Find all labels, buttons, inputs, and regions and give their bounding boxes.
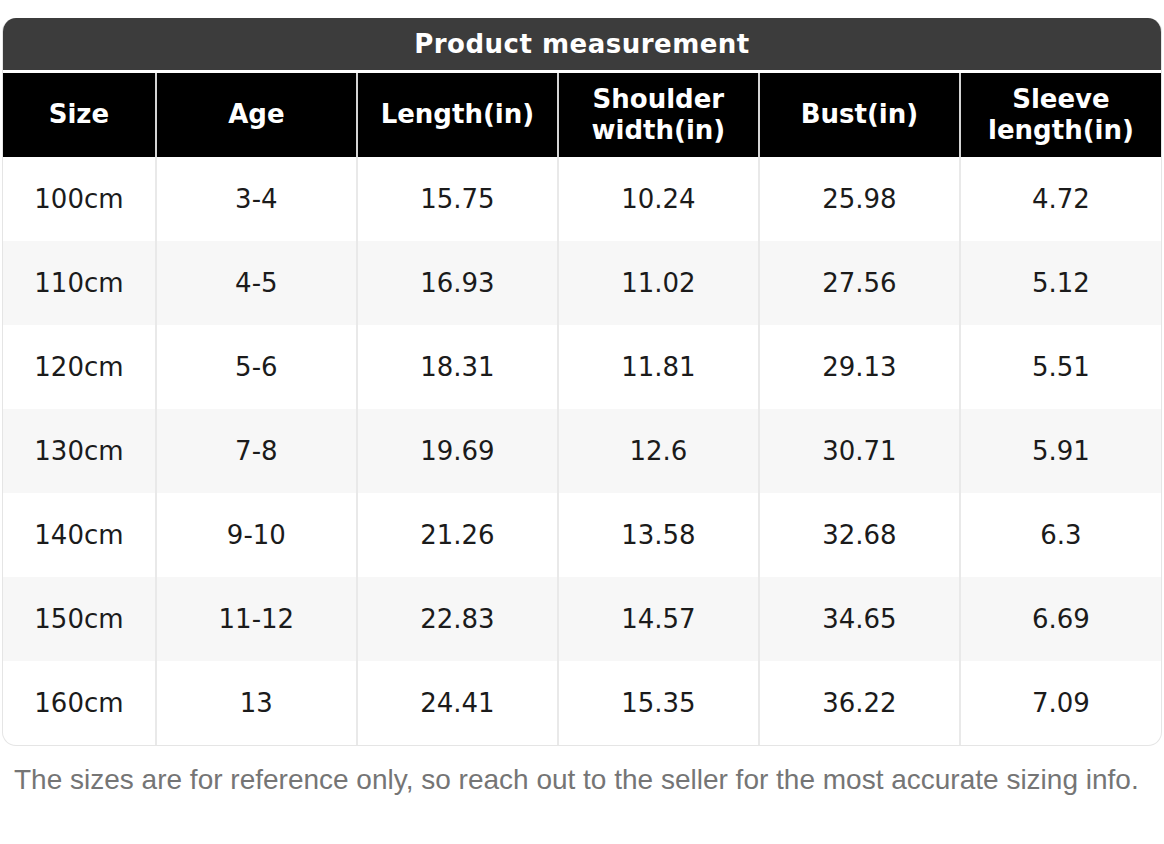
table-cell: 6.3	[960, 493, 1161, 577]
table-row: 100cm3-415.7510.2425.984.72	[3, 157, 1161, 241]
table-cell: 150cm	[3, 577, 156, 661]
table-cell: 10.24	[558, 157, 759, 241]
table-row: 120cm5-618.3111.8129.135.51	[3, 325, 1161, 409]
table-cell: 24.41	[357, 661, 558, 745]
table-cell: 27.56	[759, 241, 960, 325]
table-cell: 16.93	[357, 241, 558, 325]
table-row: 150cm11-1222.8314.5734.656.69	[3, 577, 1161, 661]
table-cell: 130cm	[3, 409, 156, 493]
table-cell: 34.65	[759, 577, 960, 661]
table-cell: 15.75	[357, 157, 558, 241]
table-header: SizeAgeLength(in)Shoulder width(in)Bust(…	[3, 73, 1161, 157]
table-cell: 5.12	[960, 241, 1161, 325]
table-cell: 11.02	[558, 241, 759, 325]
column-header: Sleeve length(in)	[960, 73, 1161, 157]
table-cell: 4-5	[156, 241, 357, 325]
table-cell: 5-6	[156, 325, 357, 409]
table-cell: 6.69	[960, 577, 1161, 661]
table-cell: 140cm	[3, 493, 156, 577]
column-header: Length(in)	[357, 73, 558, 157]
table-cell: 13	[156, 661, 357, 745]
table-row: 140cm9-1021.2613.5832.686.3	[3, 493, 1161, 577]
product-measurement-table: SizeAgeLength(in)Shoulder width(in)Bust(…	[3, 73, 1161, 745]
table-cell: 5.51	[960, 325, 1161, 409]
table-row: 160cm1324.4115.3536.227.09	[3, 661, 1161, 745]
table-cell: 7.09	[960, 661, 1161, 745]
table-cell: 4.72	[960, 157, 1161, 241]
table-cell: 3-4	[156, 157, 357, 241]
table-cell: 7-8	[156, 409, 357, 493]
table-row: 110cm4-516.9311.0227.565.12	[3, 241, 1161, 325]
table-cell: 25.98	[759, 157, 960, 241]
table-cell: 12.6	[558, 409, 759, 493]
table-cell: 30.71	[759, 409, 960, 493]
table-cell: 120cm	[3, 325, 156, 409]
size-chart-card: Product measurement SizeAgeLength(in)Sho…	[2, 18, 1162, 746]
table-header-row: SizeAgeLength(in)Shoulder width(in)Bust(…	[3, 73, 1161, 157]
column-header: Age	[156, 73, 357, 157]
table-cell: 14.57	[558, 577, 759, 661]
table-cell: 21.26	[357, 493, 558, 577]
table-cell: 32.68	[759, 493, 960, 577]
table-cell: 5.91	[960, 409, 1161, 493]
column-header: Bust(in)	[759, 73, 960, 157]
table-row: 130cm7-819.6912.630.715.91	[3, 409, 1161, 493]
table-cell: 13.58	[558, 493, 759, 577]
column-header: Size	[3, 73, 156, 157]
size-chart-page: Product measurement SizeAgeLength(in)Sho…	[0, 0, 1164, 797]
column-header: Shoulder width(in)	[558, 73, 759, 157]
table-title: Product measurement	[414, 29, 750, 59]
table-title-bar: Product measurement	[3, 18, 1161, 70]
table-cell: 9-10	[156, 493, 357, 577]
table-cell: 11-12	[156, 577, 357, 661]
table-cell: 160cm	[3, 661, 156, 745]
table-cell: 19.69	[357, 409, 558, 493]
table-cell: 100cm	[3, 157, 156, 241]
table-cell: 22.83	[357, 577, 558, 661]
table-cell: 36.22	[759, 661, 960, 745]
table-cell: 15.35	[558, 661, 759, 745]
table-cell: 110cm	[3, 241, 156, 325]
size-disclaimer: The sizes are for reference only, so rea…	[14, 763, 1150, 797]
table-cell: 11.81	[558, 325, 759, 409]
table-body: 100cm3-415.7510.2425.984.72110cm4-516.93…	[3, 157, 1161, 745]
table-cell: 29.13	[759, 325, 960, 409]
table-cell: 18.31	[357, 325, 558, 409]
